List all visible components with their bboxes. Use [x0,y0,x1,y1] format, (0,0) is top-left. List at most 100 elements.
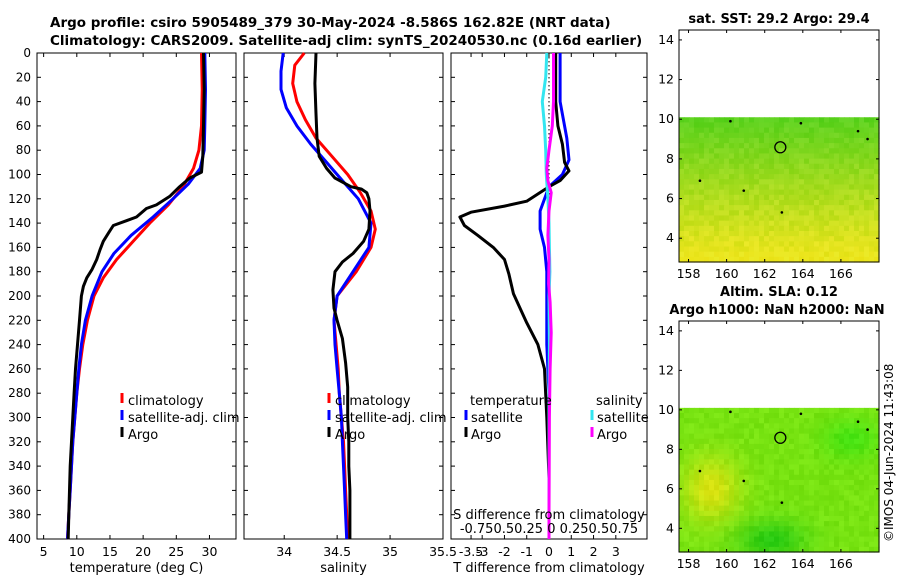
map_sst-cell [774,137,780,144]
map_sla-cell [689,443,695,450]
map_sst-cell [794,174,800,180]
map_sla-cell [704,443,710,450]
map_sla-cell [724,428,730,435]
map_sla-cell [754,443,760,450]
map_sst-cell [864,230,870,237]
map_sst-cell [754,256,760,263]
map_sla-cell [699,464,705,471]
map_sst-cell [719,251,725,258]
map_sst-cell [854,199,860,206]
map_sla-xtick-label: 166 [829,556,853,571]
map_sla-cell [824,469,830,476]
figure-title-line2: Climatology: CARS2009. Satellite-adj cli… [50,33,643,49]
map_sla-cell [744,510,750,517]
temperature-xtick-label: 25 [168,544,184,559]
map_sst-cell [769,153,775,160]
map_sla-cell [819,510,825,517]
map_sla-cell [859,407,865,414]
map_sla-cell [734,418,740,424]
map_sst-cell [764,122,770,129]
map_sst-cell [829,184,835,191]
map_sst-cell [859,189,865,196]
map_sla-cell [804,531,810,538]
map_sst-cell [759,174,765,180]
map_sla-cell [854,531,860,538]
map_sst-cell [799,168,805,175]
map_sla-cell [754,474,760,481]
map_sst-cell [809,251,815,258]
map_sst-cell [809,215,815,222]
map_sla-cell [709,454,715,460]
map_sst-cell [759,117,765,124]
map_sla-cell [694,485,700,491]
map_sla-cell [714,515,720,522]
map_sst-cell [874,148,880,155]
map_sla-cell [729,500,735,507]
map_sla-cell [834,433,840,440]
map_sla-cell [799,505,805,512]
map_sla-cell [864,490,870,496]
map_sla-cell [854,485,860,491]
map_sla-cell [804,438,810,445]
map_sla-cell [829,505,835,512]
map_sla-cell [694,454,700,460]
map_sst-cell [744,127,750,134]
map_sst-cell [874,168,880,175]
map_sla-cell [784,407,790,414]
map_sst-cell [859,236,865,242]
map_sst-cell [744,163,750,170]
map_sla-cell [839,521,845,527]
map_sla-cell [824,536,830,543]
map_sst-cell [809,132,815,139]
map_sst-cell [684,132,690,139]
map_sst-cell [834,184,840,191]
map_sst-cell [709,210,715,217]
map_sla-cell [744,536,750,543]
map_sla-cell [679,521,685,527]
map_sla-cell [744,515,750,522]
map_sst-cell [709,137,715,144]
map_sst-cell [719,194,725,201]
map_sla-cell [864,526,870,533]
map_sla-cell [809,490,815,496]
map_sla-cell [809,407,815,414]
map_sla-cell [844,438,850,445]
map_sst-cell [774,163,780,170]
map_sla-cell [799,428,805,435]
map_sla-cell [859,536,865,543]
map_sst-cell [784,179,790,186]
map_sla-cell [809,413,815,419]
map_sla-cell [779,495,785,502]
map_sst-cell [734,251,740,258]
map_sla-cell [739,541,745,548]
map_sla-cell [829,449,835,455]
map_sst-cell [724,184,730,191]
map_sst-cell [679,225,685,232]
map_sla-cell [754,449,760,455]
map_sla-cell [834,449,840,455]
map_sst-cell [729,117,735,124]
map_sla-cell [744,407,750,414]
map_sst-cell [869,143,875,149]
map_sst-cell [859,210,865,217]
map_sst-cell [804,153,810,160]
map_sst-cell [709,117,715,124]
map_sst-cell [809,168,815,175]
map_sst-cell [699,215,705,222]
map_sla-cell [744,541,750,548]
map_sla-cell [694,464,700,471]
map_sla-cell [759,490,765,496]
map_sla-cell [794,413,800,419]
map_sst-cell [744,220,750,227]
map_sst-cell [759,194,765,201]
map_sla-cell [789,500,795,507]
map_sla-cell [764,536,770,543]
map_sla-cell [724,443,730,450]
map_sla-cell [784,459,790,466]
map_sla-cell [739,521,745,527]
map_sst-cell [779,117,785,124]
map_sst-cell [869,241,875,248]
map_sla-cell [759,505,765,512]
map_sst-cell [764,174,770,180]
map_sla-cell [874,546,880,553]
